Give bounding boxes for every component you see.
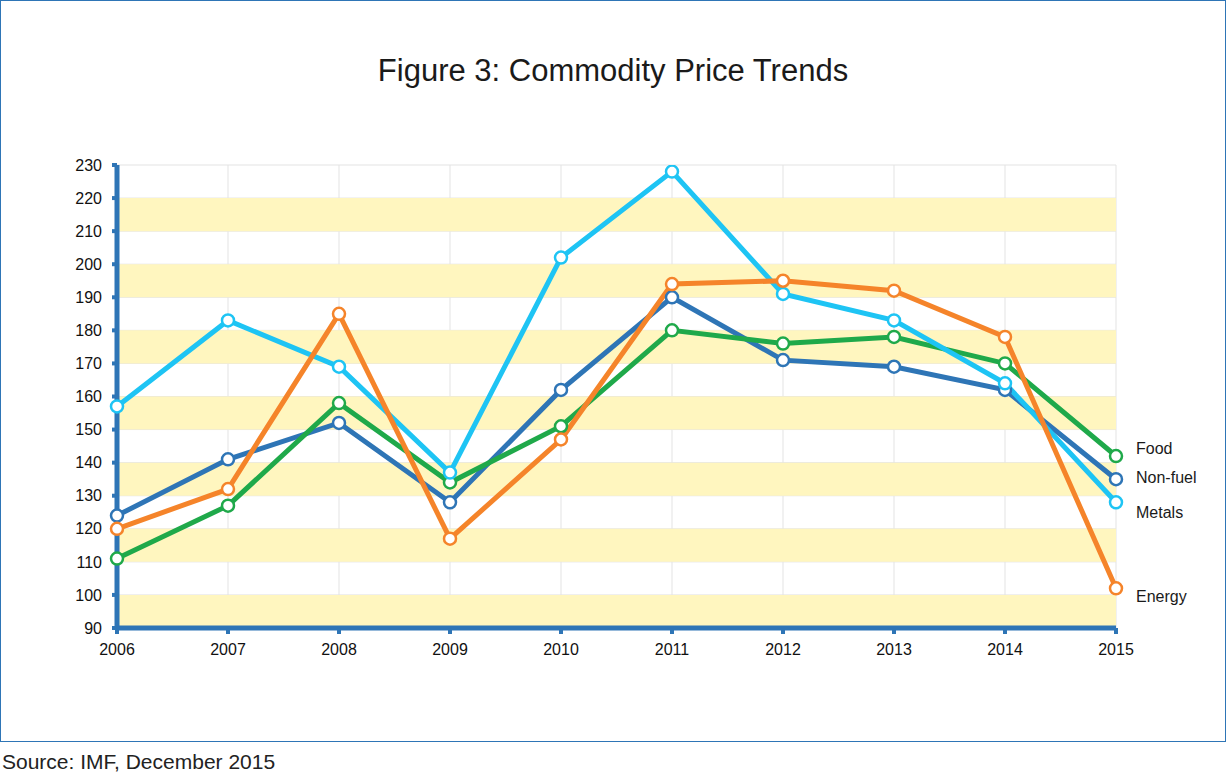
svg-text:200: 200 xyxy=(75,256,102,273)
svg-text:2012: 2012 xyxy=(765,641,801,658)
svg-text:220: 220 xyxy=(75,190,102,207)
html-text:Figure 3: Commodity Price Tren: Figure 3: Commodity Price Trends xyxy=(377,53,849,88)
svg-text:190: 190 xyxy=(75,289,102,306)
svg-text:130: 130 xyxy=(75,487,102,504)
svg-text:2013: 2013 xyxy=(876,641,912,658)
svg-text:2015: 2015 xyxy=(1098,641,1134,658)
svg-text:Food: Food xyxy=(1136,440,1172,457)
svg-text:90: 90 xyxy=(84,620,102,637)
svg-text:2009: 2009 xyxy=(432,641,468,658)
svg-text:Metals: Metals xyxy=(1136,504,1183,521)
svg-text:2014: 2014 xyxy=(987,641,1023,658)
svg-text:150: 150 xyxy=(75,421,102,438)
svg-text:180: 180 xyxy=(75,322,102,339)
svg-text:Non-fuel: Non-fuel xyxy=(1136,469,1196,486)
svg-text:120: 120 xyxy=(75,520,102,537)
html-text:Source: IMF, December 2015: Source: IMF, December 2015 xyxy=(2,750,276,773)
svg-text:2006: 2006 xyxy=(99,641,135,658)
svg-text:2010: 2010 xyxy=(543,641,579,658)
svg-text:170: 170 xyxy=(75,355,102,372)
svg-text:2007: 2007 xyxy=(210,641,246,658)
svg-text:140: 140 xyxy=(75,454,102,471)
svg-text:110: 110 xyxy=(76,554,102,571)
svg-text:100: 100 xyxy=(75,587,102,604)
svg-text:230: 230 xyxy=(75,157,102,174)
svg-text:160: 160 xyxy=(75,388,102,405)
svg-text:2008: 2008 xyxy=(321,641,357,658)
svg-text:2011: 2011 xyxy=(655,641,690,658)
svg-text:Energy: Energy xyxy=(1136,588,1187,605)
svg-text:210: 210 xyxy=(75,223,102,240)
